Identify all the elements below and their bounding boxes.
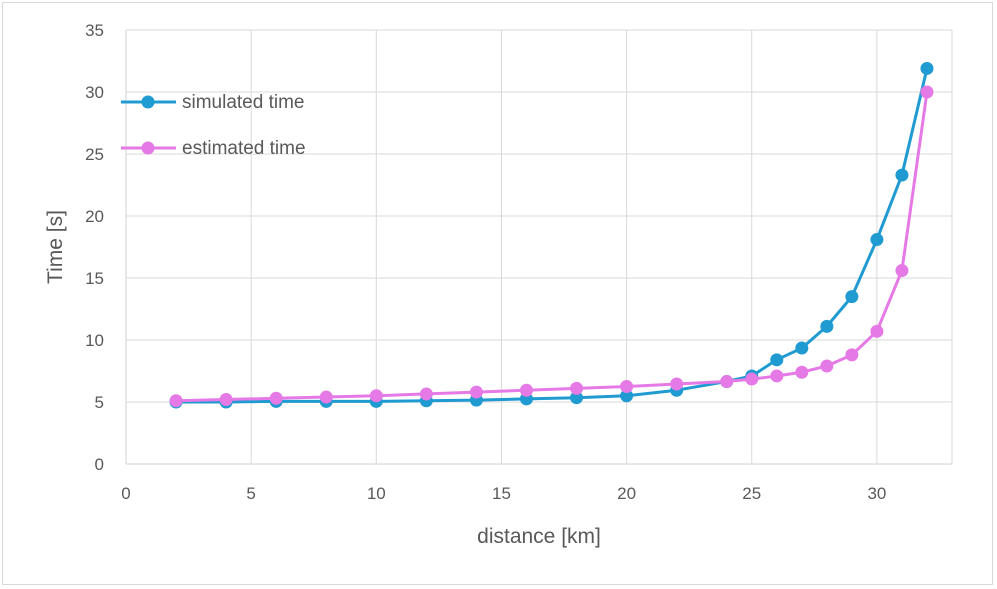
data-point bbox=[570, 391, 584, 405]
x-tick-label: 15 bbox=[492, 484, 511, 503]
data-point bbox=[720, 375, 734, 389]
series-layer bbox=[169, 61, 934, 409]
data-point bbox=[419, 387, 433, 401]
y-tick-label: 20 bbox=[85, 207, 104, 226]
data-point bbox=[820, 359, 834, 373]
series-0 bbox=[169, 61, 934, 409]
data-point bbox=[870, 233, 884, 247]
data-point bbox=[845, 348, 859, 362]
y-tick-labels: 0 5 10 15 20 25 30 35 bbox=[85, 21, 104, 474]
x-axis-title: distance [km] bbox=[477, 525, 601, 548]
data-point bbox=[219, 393, 233, 407]
y-tick-label: 15 bbox=[85, 269, 104, 288]
legend-entry-label: estimated time bbox=[182, 138, 306, 159]
data-point bbox=[920, 61, 934, 75]
data-point bbox=[670, 377, 684, 391]
y-tick-label: 5 bbox=[95, 393, 104, 412]
x-tick-label: 0 bbox=[121, 484, 130, 503]
data-point bbox=[770, 369, 784, 383]
data-point bbox=[795, 365, 809, 379]
data-point bbox=[369, 389, 383, 403]
data-point bbox=[570, 381, 584, 395]
legend-marker bbox=[141, 141, 155, 155]
legend-marker bbox=[141, 95, 155, 109]
x-tick-label: 20 bbox=[617, 484, 636, 503]
data-point bbox=[319, 390, 333, 404]
y-tick-label: 0 bbox=[95, 455, 104, 474]
x-tick-label: 25 bbox=[742, 484, 761, 503]
y-tick-label: 30 bbox=[85, 83, 104, 102]
data-point bbox=[620, 380, 634, 393]
data-point bbox=[770, 353, 784, 367]
series-1 bbox=[169, 85, 934, 408]
data-point bbox=[845, 290, 859, 304]
x-tick-label: 30 bbox=[867, 484, 886, 503]
y-axis-title: Time [s] bbox=[44, 210, 67, 284]
data-point bbox=[820, 319, 834, 333]
data-point bbox=[519, 383, 533, 397]
data-point bbox=[795, 341, 809, 355]
legend-entry-label: simulated time bbox=[182, 92, 305, 113]
legend: simulated time estimated time bbox=[121, 92, 306, 159]
x-tick-labels: 0 5 10 15 20 25 30 bbox=[121, 484, 886, 503]
data-point bbox=[920, 85, 934, 99]
data-point bbox=[895, 264, 909, 278]
data-point bbox=[269, 391, 283, 405]
data-point bbox=[469, 385, 483, 399]
y-tick-label: 10 bbox=[85, 331, 104, 350]
y-tick-label: 35 bbox=[85, 21, 104, 40]
y-tick-label: 25 bbox=[85, 145, 104, 164]
x-tick-label: 10 bbox=[367, 484, 386, 503]
data-point bbox=[169, 394, 183, 408]
data-point bbox=[895, 168, 909, 182]
x-tick-label: 5 bbox=[246, 484, 255, 503]
data-point bbox=[620, 389, 634, 403]
data-point bbox=[870, 324, 884, 338]
series-line bbox=[176, 68, 929, 404]
data-point bbox=[745, 372, 759, 386]
